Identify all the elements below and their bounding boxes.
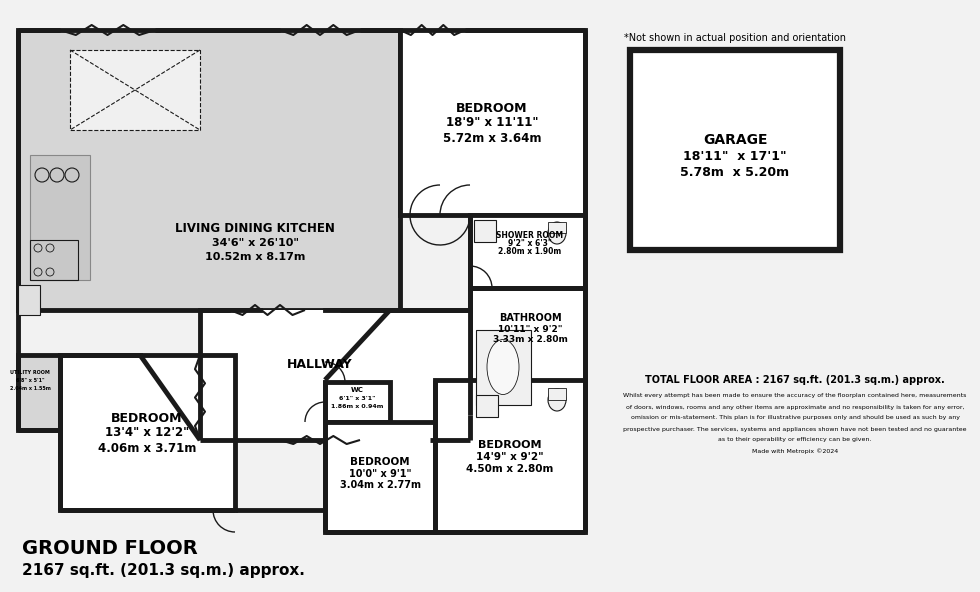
Bar	[474, 220, 496, 242]
Text: Whilst every attempt has been made to ensure the accuracy of the floorplan conta: Whilst every attempt has been made to en…	[623, 394, 966, 398]
Text: BEDROOM: BEDROOM	[350, 457, 410, 467]
Text: 6'8" x 5'1": 6'8" x 5'1"	[16, 378, 44, 384]
Bar	[470, 215, 585, 288]
Bar	[476, 395, 498, 417]
Text: HALLWAY: HALLWAY	[287, 359, 353, 372]
Text: 10.52m x 8.17m: 10.52m x 8.17m	[205, 252, 305, 262]
Bar	[548, 388, 566, 400]
Text: 34'6" x 26'10": 34'6" x 26'10"	[212, 238, 299, 248]
Bar	[630, 50, 840, 250]
Text: BEDROOM: BEDROOM	[478, 440, 542, 450]
Text: 9'2" x 6'3": 9'2" x 6'3"	[508, 240, 552, 249]
Bar	[30, 240, 78, 280]
Text: GARAGE: GARAGE	[703, 133, 767, 147]
Text: Made with Metropix ©2024: Made with Metropix ©2024	[752, 448, 838, 454]
Text: UTILITY ROOM: UTILITY ROOM	[10, 371, 50, 375]
Text: 5.78m  x 5.20m: 5.78m x 5.20m	[680, 166, 790, 179]
Text: 18'9" x 11'11": 18'9" x 11'11"	[446, 117, 538, 130]
Text: LIVING DINING KITCHEN: LIVING DINING KITCHEN	[175, 221, 335, 234]
Ellipse shape	[548, 389, 566, 411]
Text: of doors, windows, rooms and any other items are approximate and no responsibili: of doors, windows, rooms and any other i…	[626, 404, 964, 410]
Text: 10'0" x 9'1": 10'0" x 9'1"	[349, 469, 412, 479]
Bar	[18, 285, 40, 315]
Bar	[548, 222, 566, 233]
Text: omission or mis-statement. This plan is for illustrative purposes only and shoul: omission or mis-statement. This plan is …	[630, 416, 959, 420]
Bar	[325, 382, 390, 422]
Text: as to their operability or efficiency can be given.: as to their operability or efficiency ca…	[718, 437, 871, 442]
Bar	[400, 30, 585, 215]
Bar	[476, 330, 531, 405]
Text: prospective purchaser. The services, systems and appliances shown have not been : prospective purchaser. The services, sys…	[623, 426, 966, 432]
Text: 2167 sq.ft. (201.3 sq.m.) approx.: 2167 sq.ft. (201.3 sq.m.) approx.	[22, 562, 305, 578]
Text: BEDROOM: BEDROOM	[457, 101, 528, 114]
Text: BATHROOM: BATHROOM	[499, 313, 562, 323]
Bar	[325, 422, 435, 532]
Text: 13'4" x 12'2": 13'4" x 12'2"	[105, 426, 189, 439]
Bar	[70, 50, 200, 130]
Text: BEDROOM: BEDROOM	[112, 411, 182, 424]
Bar	[18, 355, 60, 430]
Text: 2.80m x 1.90m: 2.80m x 1.90m	[499, 247, 562, 256]
Text: SHOWER ROOM: SHOWER ROOM	[497, 230, 564, 240]
Text: 18'11"  x 17'1": 18'11" x 17'1"	[683, 150, 787, 163]
Bar	[470, 288, 585, 415]
Text: 5.72m x 3.64m: 5.72m x 3.64m	[443, 131, 541, 144]
Text: 3.04m x 2.77m: 3.04m x 2.77m	[339, 480, 420, 490]
Bar	[18, 30, 400, 310]
Text: 6'1" x 3'1": 6'1" x 3'1"	[339, 397, 375, 401]
Text: 14'9" x 9'2": 14'9" x 9'2"	[476, 452, 544, 462]
Text: 10'11" x 9'2": 10'11" x 9'2"	[498, 324, 563, 333]
Text: GROUND FLOOR: GROUND FLOOR	[22, 539, 198, 558]
Text: 4.06m x 3.71m: 4.06m x 3.71m	[98, 442, 196, 455]
Bar	[60, 355, 235, 510]
Text: *Not shown in actual position and orientation: *Not shown in actual position and orient…	[624, 33, 846, 43]
Text: 1.86m x 0.94m: 1.86m x 0.94m	[331, 404, 383, 410]
Text: 4.50m x 2.80m: 4.50m x 2.80m	[466, 464, 554, 474]
Text: 3.33m x 2.80m: 3.33m x 2.80m	[493, 336, 567, 345]
Text: TOTAL FLOOR AREA : 2167 sq.ft. (201.3 sq.m.) approx.: TOTAL FLOOR AREA : 2167 sq.ft. (201.3 sq…	[645, 375, 945, 385]
Text: 2.04m x 1.55m: 2.04m x 1.55m	[10, 385, 50, 391]
Text: WC: WC	[351, 387, 364, 393]
Ellipse shape	[548, 222, 566, 244]
Bar	[200, 310, 470, 440]
Ellipse shape	[487, 339, 519, 394]
Bar	[30, 155, 90, 280]
Bar	[435, 380, 585, 532]
